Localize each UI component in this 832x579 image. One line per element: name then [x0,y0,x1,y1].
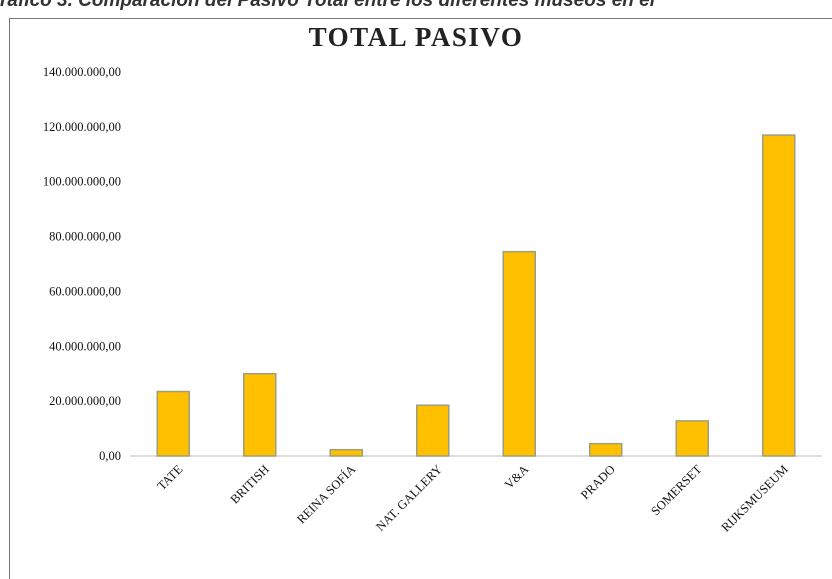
bar-tate [156,390,190,457]
y-tick-label: 60.000.000,00 [49,284,121,298]
chart-title: TOTAL PASIVO [308,22,524,52]
y-tick-label: 40.000.000,00 [49,339,121,353]
y-tick-label: 120.000.000,00 [43,120,121,134]
x-tick-label: V&A [502,462,532,492]
bar-rijksmuseum [762,134,796,457]
bar-prado [589,442,623,457]
y-tick-label: 0,00 [99,449,121,463]
x-tick-label: REINA SOFÍA [294,462,358,526]
bar-chart: 0,00 20.000.000,00 40.000.000,00 60.000.000… [43,65,822,535]
x-axis-labels: TATE BRITISH REINA SOFÍA NAT. GALLERY V&A PRA… [155,462,791,535]
bar-nat-gallery [416,404,450,457]
bar-british [243,372,277,457]
x-tick-label: BRITISH [228,462,272,506]
x-tick-label: NAT. GALLERY [373,462,445,534]
x-tick-label: PRADO [578,462,618,502]
x-tick-label: RIJKSMUSEUM [719,462,791,534]
x-tick-label: TATE [155,462,186,493]
bar-v-a [502,250,536,457]
y-tick-label: 100.000.000,00 [43,175,121,189]
figure-caption: ráfico 3. Comparación del Pasivo Total e… [0,0,655,11]
chart-frame [9,18,832,579]
y-tick-label: 20.000.000,00 [49,394,121,408]
y-axis: 0,00 20.000.000,00 40.000.000,00 60.000.000… [43,65,121,463]
bars [156,134,796,457]
y-tick-label: 140.000.000,00 [43,65,121,79]
x-tick-label: SOMERSET [648,462,704,518]
bar-somerset [675,420,709,457]
y-tick-label: 80.000.000,00 [49,230,121,244]
bar-reina-sof-a [329,448,363,457]
